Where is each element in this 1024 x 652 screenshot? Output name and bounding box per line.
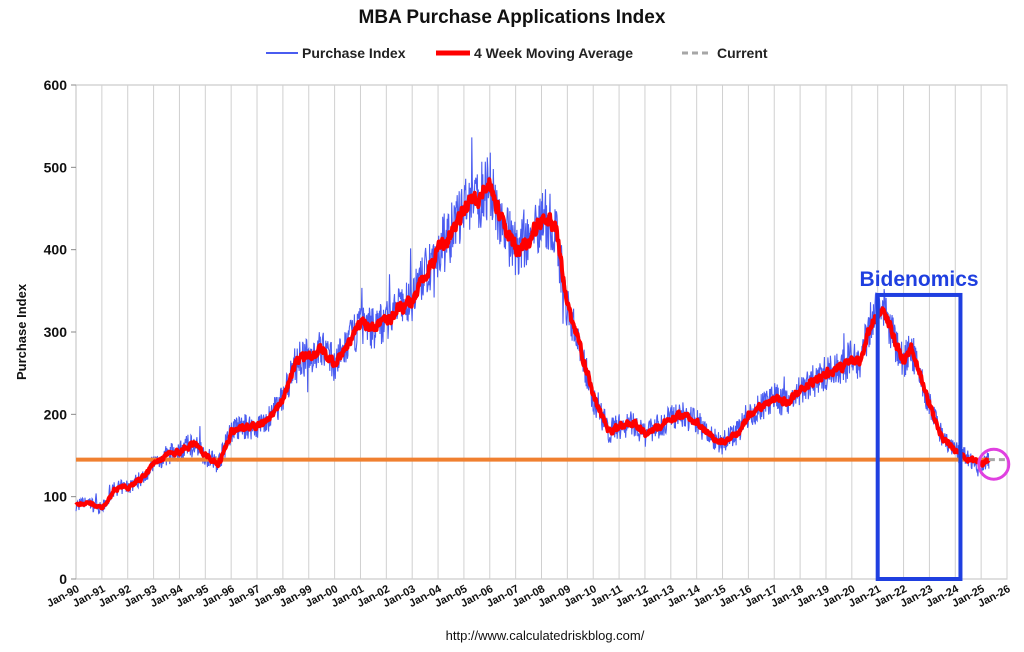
y-tick-label: 500 [44,159,68,175]
source-url: http://www.calculatedriskblog.com/ [446,628,645,643]
series-layer [74,137,1006,515]
y-axis-label: Purchase Index [14,283,29,380]
legend-label-moving-average: 4 Week Moving Average [474,45,633,61]
y-tick-label: 300 [44,324,68,340]
legend: Purchase Index 4 Week Moving Average Cur… [266,45,768,61]
annotation-box-bidenomics [875,292,963,581]
y-tick-label: 200 [44,406,68,422]
annotation-label-bidenomics: Bidenomics [860,268,979,291]
y-tick-label: 600 [44,77,68,93]
x-axis-ticks: Jan-90Jan-91Jan-92Jan-93Jan-94Jan-95Jan-… [45,583,1012,610]
legend-label-current: Current [717,45,768,61]
series-line-moving-average [74,177,991,511]
y-tick-label: 100 [44,489,68,505]
chart-title: MBA Purchase Applications Index [359,7,666,28]
y-tick-label: 400 [44,242,68,258]
y-tick-label: 0 [59,571,67,587]
y-axis-ticks: 0 100 200 300 400 500 600 [44,77,76,587]
annotation-circle-current [977,447,1011,481]
legend-label-purchase-index: Purchase Index [302,45,406,61]
